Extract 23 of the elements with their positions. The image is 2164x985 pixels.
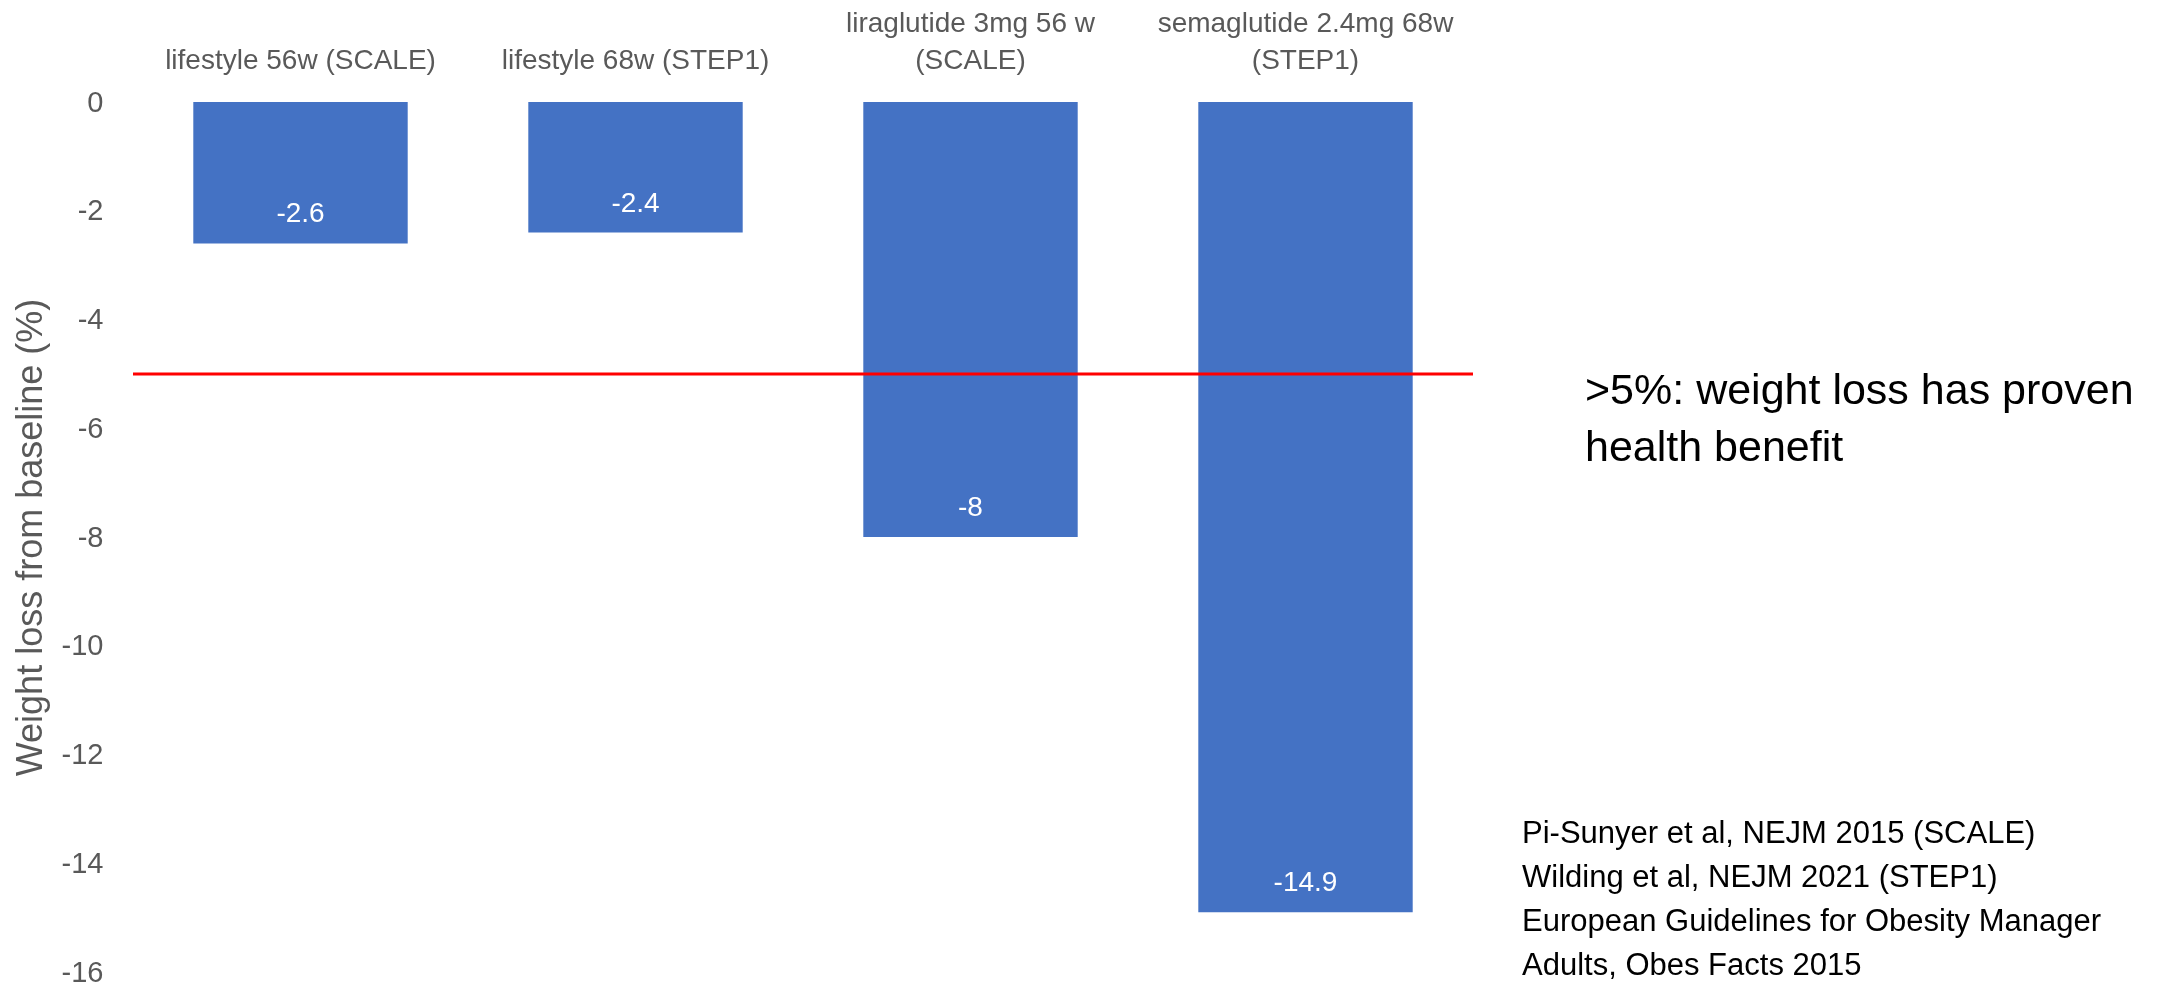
y-axis-title: Weight loss from baseline (%) — [8, 298, 50, 777]
y-tick-label: -16 — [61, 955, 104, 985]
data-label: -2.6 — [276, 197, 325, 229]
y-tick-label: 0 — [87, 85, 104, 118]
data-label: -2.4 — [611, 186, 660, 218]
y-tick-label: -6 — [77, 411, 104, 444]
y-tick-label: -12 — [61, 738, 104, 770]
y-tick-label: -4 — [77, 303, 104, 335]
y-tick-label: -14 — [61, 846, 104, 879]
ref-line-label: >5%: weight loss has proven health benefit — [1585, 364, 2134, 470]
text: Wilding et al, NEJM 2021 (STEP1) — [1522, 859, 1998, 894]
x-tick-label: liraglutide 3mg 56 w (SCALE) — [845, 6, 1096, 75]
text: European Guidelines for Obesity Manager — [1522, 903, 2101, 938]
x-tick-label: lifestyle 68w (STEP1) — [501, 43, 770, 75]
data-label: -14.9 — [1273, 866, 1338, 898]
y-tick-label: -10 — [61, 629, 104, 662]
text: Pi-Sunyer et al, NEJM 2015 (SCALE) — [1522, 815, 2036, 850]
y-tick-label: -2 — [77, 194, 104, 227]
text: Adults, Obes Facts 2015 — [1522, 947, 1862, 982]
x-tick-label: lifestyle 56w (SCALE) — [165, 43, 436, 75]
data-label: -8 — [958, 491, 983, 522]
y-tick-label: -8 — [77, 520, 104, 553]
x-tick-label: semaglutide 2.4mg 68w (STEP1) — [1157, 6, 1455, 75]
